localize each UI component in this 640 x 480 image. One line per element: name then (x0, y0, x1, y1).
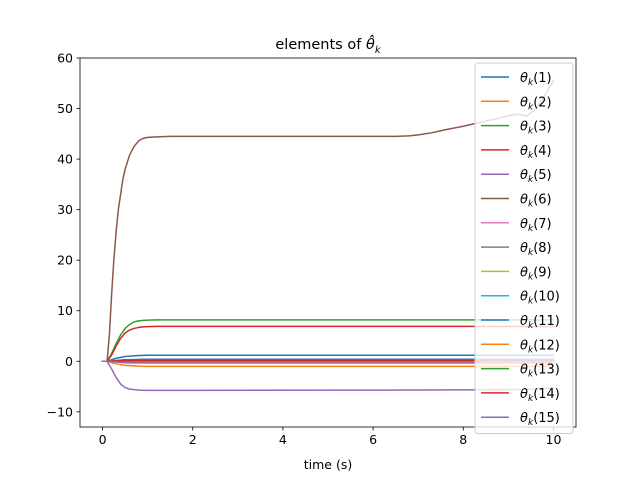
x-tick-label-1: 2 (189, 432, 197, 447)
legend: θk(1) θk(2) θk(3) θk(4) θk(5) θk(6) θk(7) θk(8)… (474, 62, 574, 434)
y-tick-label-4: 30 (57, 202, 73, 217)
series-line-3 (101, 319, 555, 363)
x-axis-label: time (s) (304, 457, 352, 472)
legend-label-11: θk(11) (520, 314, 560, 331)
chart-title: elements of θ̂k (275, 34, 381, 56)
legend-label-9: θk(9) (520, 265, 552, 282)
legend-label-1: θk(1) (520, 71, 552, 88)
series-layer (101, 79, 555, 392)
legend-label-2: θk(2) (520, 95, 552, 112)
y-tick-label-2: 10 (57, 303, 73, 318)
legend-label-5: θk(5) (520, 168, 552, 185)
legend-label-4: θk(4) (520, 144, 552, 161)
series-line-1 (101, 354, 555, 363)
series-line-4 (101, 325, 555, 363)
y-tick-label-5: 40 (57, 152, 73, 167)
y-tick-label-7: 60 (57, 51, 73, 66)
legend-label-7: θk(7) (520, 217, 552, 234)
x-tick-label-3: 6 (369, 432, 377, 447)
y-tick-label-3: 20 (57, 253, 73, 268)
legend-label-6: θk(6) (520, 193, 552, 210)
chart-title-subscript: k (375, 45, 382, 56)
plot-frame (79, 57, 577, 428)
chart-title-symbol: θ̂ (366, 34, 375, 53)
x-tick-label-5: 10 (546, 432, 562, 447)
legend-label-10: θk(10) (520, 290, 560, 307)
legend-label-3: θk(3) (520, 120, 552, 137)
legend-label-15: θk(15) (520, 411, 560, 428)
axes-layer: 0 2 4 6 8 10 −10 0 10 20 30 40 50 60 (47, 51, 577, 447)
x-tick-label-4: 8 (459, 432, 467, 447)
y-tick-label-1: 0 (65, 354, 73, 369)
legend-frame (474, 62, 574, 434)
series-line-15 (101, 360, 555, 364)
legend-label-13: θk(13) (520, 363, 560, 380)
legend-label-14: θk(14) (520, 387, 560, 404)
y-tick-label-6: 50 (57, 101, 73, 116)
legend-label-12: θk(12) (520, 338, 560, 355)
legend-label-8: θk(8) (520, 241, 552, 258)
chart-title-main: elements of (275, 37, 366, 53)
y-tick-label-0: −10 (47, 404, 73, 419)
x-tick-label-0: 0 (99, 432, 107, 447)
x-tick-label-2: 4 (279, 432, 287, 447)
